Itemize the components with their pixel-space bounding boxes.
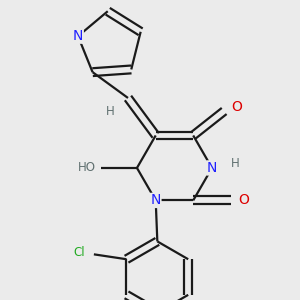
Text: H: H bbox=[106, 104, 114, 118]
Text: Cl: Cl bbox=[74, 246, 85, 259]
Text: N: N bbox=[207, 161, 217, 175]
Text: N: N bbox=[151, 194, 161, 207]
Text: N: N bbox=[73, 29, 83, 43]
Text: HO: HO bbox=[77, 161, 95, 174]
Text: O: O bbox=[238, 194, 249, 207]
Text: O: O bbox=[231, 100, 242, 114]
Text: H: H bbox=[231, 157, 240, 169]
